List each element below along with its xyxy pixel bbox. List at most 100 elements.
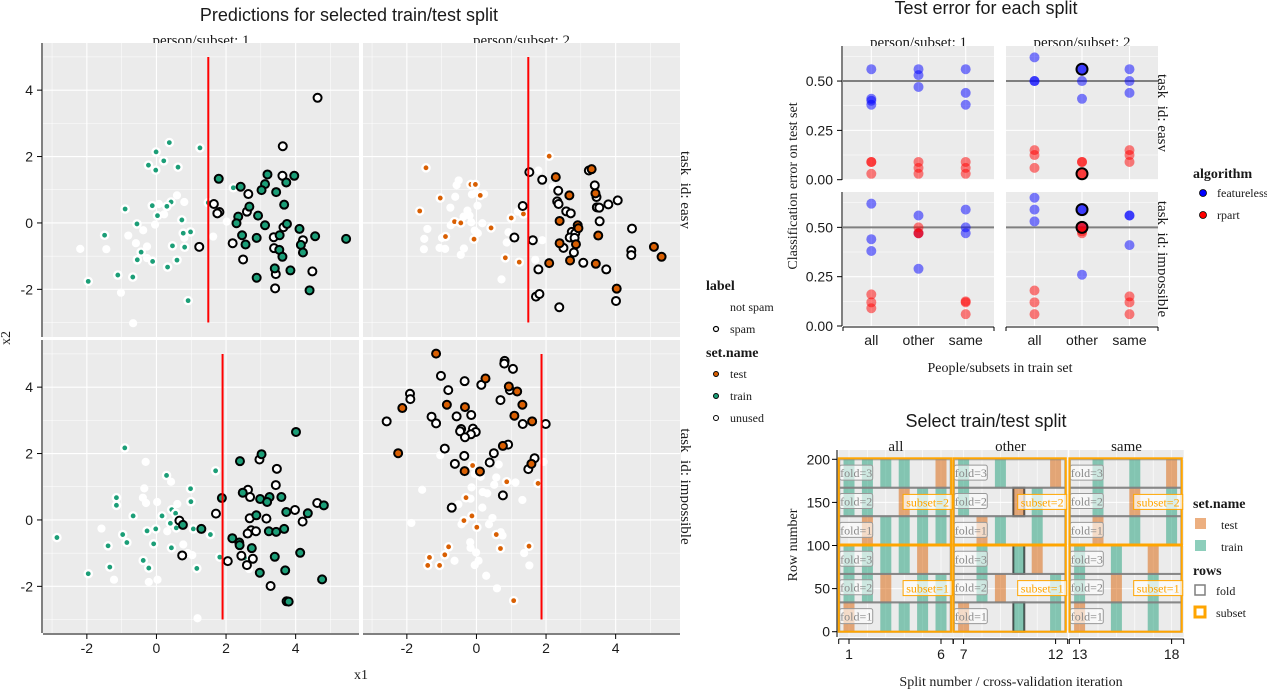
- point-spam-unused: [236, 550, 247, 561]
- point-spam-train: [213, 173, 224, 184]
- point-not-spam-unused: [418, 485, 427, 494]
- point-spam-test: [570, 239, 581, 250]
- x-axis-label: People/subsets in train set: [927, 361, 1072, 376]
- point-not-spam-test: [435, 193, 446, 203]
- scatter-panel: [43, 43, 359, 337]
- point-not-spam-train: [148, 539, 159, 549]
- point-not-spam-train: [117, 529, 128, 540]
- point-not-spam-test: [424, 552, 435, 563]
- point-not-spam-unused: [441, 244, 450, 253]
- point-spam-train: [260, 220, 271, 231]
- y-tick-label: 50: [814, 581, 830, 597]
- point-not-spam-train: [188, 524, 199, 534]
- point-rpart: [1029, 162, 1040, 173]
- point-spam-train: [244, 201, 255, 212]
- point-spam-test: [474, 466, 485, 477]
- point-not-spam-train: [83, 276, 94, 287]
- subset-label-box: [902, 493, 953, 510]
- facet-strip: all: [888, 439, 903, 455]
- point-spam-unused: [537, 174, 548, 185]
- fold-label: fold=2: [1071, 495, 1103, 509]
- point-spam-unused: [210, 508, 221, 519]
- point-not-spam-unused: [450, 556, 459, 565]
- point-spam-unused: [626, 250, 637, 261]
- point-featureless: [866, 64, 877, 75]
- point-spam-train: [262, 497, 273, 508]
- fold-label: fold=1: [955, 610, 987, 624]
- subset-label: subset=1: [1021, 582, 1064, 596]
- point-spam-unused: [227, 238, 238, 249]
- chart-title: Test error for each split: [894, 0, 1077, 18]
- fold-label: fold=3: [840, 466, 872, 480]
- point-not-spam-unused: [502, 238, 511, 247]
- point-spam-train: [279, 523, 290, 534]
- point-spam-unused: [222, 556, 233, 567]
- point-spam-unused: [271, 463, 282, 474]
- point-rpart: [1124, 156, 1135, 167]
- point-not-spam-test: [471, 522, 482, 533]
- point-spam-unused: [553, 185, 564, 196]
- point-spam-unused: [497, 490, 508, 501]
- point-spam-unused: [459, 376, 470, 387]
- point-not-spam-train: [143, 563, 154, 573]
- train-bar: [898, 602, 910, 632]
- point-spam-unused: [439, 443, 450, 454]
- subset-label-box: [902, 580, 953, 597]
- point-featureless: [913, 263, 924, 274]
- train-bar: [994, 459, 1006, 488]
- point-not-spam-unused: [488, 513, 497, 523]
- x-tick-label: all: [1027, 332, 1041, 348]
- selected-point-featureless: [1075, 203, 1089, 217]
- point-spam-unused: [495, 395, 506, 406]
- point-spam-train: [277, 251, 288, 262]
- legend-label: test: [1221, 518, 1238, 532]
- point-not-spam-test: [495, 543, 506, 554]
- y-tick-label: 150: [807, 494, 831, 510]
- point-not-spam-unused: [534, 166, 543, 175]
- x-tick-label: -2: [81, 640, 94, 656]
- point-not-spam-test: [422, 560, 433, 571]
- point-not-spam-unused: [465, 211, 474, 220]
- y-tick-label: -2: [21, 281, 34, 297]
- train-bar: [1031, 516, 1043, 546]
- point-spam-train: [246, 543, 257, 554]
- point-not-spam-unused: [467, 483, 476, 492]
- point-spam-train: [256, 185, 267, 196]
- point-spam-unused: [553, 199, 564, 210]
- y-tick-label: 0.00: [806, 318, 833, 334]
- test-bar: [1050, 459, 1062, 488]
- point-spam-unused: [245, 492, 256, 503]
- point-not-spam-train: [173, 162, 183, 172]
- point-spam-unused: [517, 418, 528, 429]
- error-panel: [1006, 46, 1158, 181]
- legend-key-train: [713, 393, 719, 399]
- x-tick-label: 0: [153, 640, 161, 656]
- point-spam-train: [297, 247, 308, 258]
- point-rpart: [1029, 285, 1040, 296]
- point-spam-unused: [578, 257, 589, 268]
- point-spam-test: [527, 416, 538, 427]
- point-spam-test: [586, 164, 597, 175]
- point-not-spam-unused: [139, 226, 148, 235]
- train-bar: [880, 545, 892, 574]
- point-not-spam-unused: [531, 255, 540, 264]
- point-featureless: [1077, 93, 1087, 104]
- point-not-spam-train: [150, 524, 161, 534]
- point-spam-unused: [534, 288, 545, 299]
- scatter-panel: [363, 43, 680, 337]
- point-not-spam-train: [147, 256, 158, 267]
- split-panel-other: fold=1 fold=2 fold=3 fold=1 fold=2 fold=3 subs…: [952, 450, 1068, 637]
- fold-label: fold=3: [840, 552, 872, 566]
- legend-title: label: [706, 279, 735, 294]
- point-not-spam-unused: [504, 228, 513, 237]
- point-not-spam-test: [455, 218, 466, 228]
- point-spam-unused: [451, 411, 462, 422]
- test-bar: [994, 573, 1006, 603]
- legend-key-unused: [713, 415, 719, 421]
- point-not-spam-unused: [209, 232, 218, 241]
- point-rpart: [1124, 297, 1135, 308]
- point-not-spam-test: [491, 529, 502, 540]
- point-not-spam-unused: [511, 478, 520, 487]
- point-featureless: [960, 228, 971, 239]
- point-spam-train: [251, 232, 262, 243]
